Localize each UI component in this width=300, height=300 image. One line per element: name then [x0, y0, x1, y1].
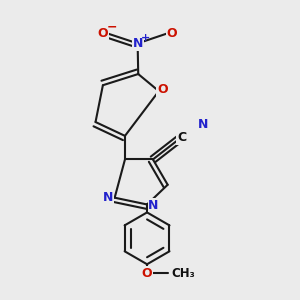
Text: O: O — [142, 267, 152, 280]
Text: N: N — [102, 190, 113, 204]
Text: N: N — [132, 37, 143, 50]
Text: CH₃: CH₃ — [171, 267, 195, 280]
Text: O: O — [157, 83, 168, 96]
Text: N: N — [148, 199, 159, 212]
Text: O: O — [167, 27, 177, 40]
Text: C: C — [177, 131, 186, 144]
Text: N: N — [198, 118, 208, 130]
Text: +: + — [141, 33, 151, 43]
Text: O: O — [98, 27, 108, 40]
Text: −: − — [107, 21, 118, 34]
